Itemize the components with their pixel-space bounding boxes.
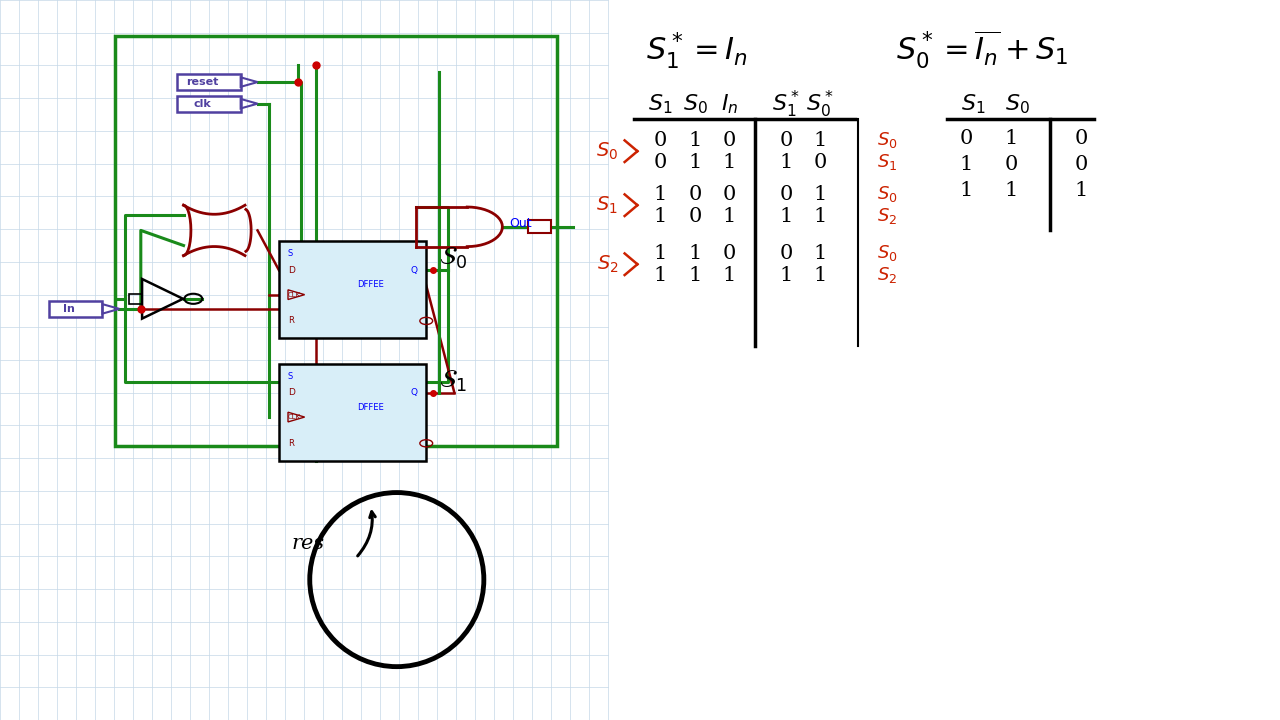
Text: 0: 0 bbox=[654, 131, 667, 150]
Text: D: D bbox=[288, 266, 294, 275]
Text: 1: 1 bbox=[689, 266, 701, 284]
Text: reset: reset bbox=[186, 77, 219, 87]
Text: Q: Q bbox=[411, 266, 417, 275]
Text: 1: 1 bbox=[723, 153, 736, 171]
Bar bbox=[115, 36, 557, 446]
Text: $S_0$: $S_0$ bbox=[596, 140, 618, 162]
Text: $S_1$: $S_1$ bbox=[960, 93, 986, 116]
Text: $S_1$: $S_1$ bbox=[877, 152, 897, 172]
Text: 1: 1 bbox=[780, 266, 792, 284]
Bar bbox=[529, 220, 550, 233]
Text: 0: 0 bbox=[1075, 155, 1088, 174]
Text: 1: 1 bbox=[780, 153, 792, 171]
Text: $S_0$: $S_0$ bbox=[877, 130, 897, 150]
Text: 1: 1 bbox=[689, 131, 701, 150]
Text: 0: 0 bbox=[723, 185, 736, 204]
Text: 0: 0 bbox=[780, 185, 792, 204]
Text: $S_1$: $S_1$ bbox=[596, 194, 618, 216]
Text: 1: 1 bbox=[1005, 181, 1018, 199]
Text: 0: 0 bbox=[689, 207, 701, 225]
Text: 1: 1 bbox=[814, 185, 827, 204]
Text: 0: 0 bbox=[654, 153, 667, 171]
Text: 1: 1 bbox=[723, 266, 736, 284]
Text: 0: 0 bbox=[723, 244, 736, 263]
Text: S: S bbox=[288, 249, 293, 258]
Text: Out: Out bbox=[509, 217, 532, 230]
Text: In: In bbox=[63, 304, 76, 314]
Text: 1: 1 bbox=[814, 207, 827, 225]
Text: 0: 0 bbox=[723, 131, 736, 150]
Text: 0: 0 bbox=[1075, 129, 1088, 148]
Text: $\mathcal{S}_0$: $\mathcal{S}_0$ bbox=[439, 246, 467, 271]
Text: $S_1^*$: $S_1^*$ bbox=[772, 89, 800, 120]
Text: $I_n$: $I_n$ bbox=[721, 93, 739, 116]
Text: R: R bbox=[288, 438, 294, 448]
Text: 0: 0 bbox=[960, 129, 973, 148]
Text: 1: 1 bbox=[780, 207, 792, 225]
Text: $S_2$: $S_2$ bbox=[877, 206, 897, 226]
Text: DFFEE: DFFEE bbox=[357, 403, 384, 412]
Text: $S_0$: $S_0$ bbox=[1005, 93, 1030, 116]
Text: 1: 1 bbox=[814, 266, 827, 284]
Text: Q: Q bbox=[411, 388, 417, 397]
Text: R: R bbox=[288, 316, 294, 325]
Text: 0: 0 bbox=[780, 244, 792, 263]
Text: $S_0$: $S_0$ bbox=[682, 93, 708, 116]
Text: 0: 0 bbox=[780, 131, 792, 150]
Bar bbox=[279, 241, 426, 338]
Text: 1: 1 bbox=[654, 207, 667, 225]
Text: 1: 1 bbox=[654, 266, 667, 284]
Text: 1: 1 bbox=[723, 207, 736, 225]
Text: $S_0^*$: $S_0^*$ bbox=[806, 89, 835, 120]
Text: 1: 1 bbox=[689, 153, 701, 171]
Text: DFFEE: DFFEE bbox=[357, 280, 384, 289]
Text: $\mathcal{S}_1$: $\mathcal{S}_1$ bbox=[439, 369, 467, 394]
Text: 1: 1 bbox=[1005, 129, 1018, 148]
Text: S: S bbox=[288, 372, 293, 381]
Text: D: D bbox=[288, 388, 294, 397]
Text: 0: 0 bbox=[814, 153, 827, 171]
Text: clk: clk bbox=[193, 99, 211, 109]
Text: 1: 1 bbox=[960, 155, 973, 174]
Bar bbox=[177, 96, 241, 112]
Text: $S_0$: $S_0$ bbox=[877, 243, 897, 264]
Text: $S_2$: $S_2$ bbox=[596, 253, 618, 275]
Text: res: res bbox=[292, 534, 325, 553]
Bar bbox=[49, 301, 102, 317]
Text: 1: 1 bbox=[960, 181, 973, 199]
Text: 0: 0 bbox=[1005, 155, 1018, 174]
Text: 1: 1 bbox=[814, 131, 827, 150]
Text: 1: 1 bbox=[654, 244, 667, 263]
Text: CLK: CLK bbox=[288, 292, 301, 297]
Text: 0: 0 bbox=[689, 185, 701, 204]
Text: CLK: CLK bbox=[288, 414, 301, 420]
Text: 1: 1 bbox=[1075, 181, 1088, 199]
Bar bbox=[177, 74, 241, 90]
Text: $S_1^* = I_n$: $S_1^* = I_n$ bbox=[646, 30, 749, 71]
Text: $S_2$: $S_2$ bbox=[877, 265, 897, 285]
Bar bbox=[129, 294, 142, 304]
Text: 1: 1 bbox=[814, 244, 827, 263]
Bar bbox=[279, 364, 426, 461]
Text: $S_0$: $S_0$ bbox=[877, 184, 897, 204]
Text: $S_0^* = \overline{I_n} + S_1$: $S_0^* = \overline{I_n} + S_1$ bbox=[896, 30, 1069, 71]
Text: 1: 1 bbox=[689, 244, 701, 263]
Text: 1: 1 bbox=[654, 185, 667, 204]
Text: $S_1$: $S_1$ bbox=[648, 93, 673, 116]
